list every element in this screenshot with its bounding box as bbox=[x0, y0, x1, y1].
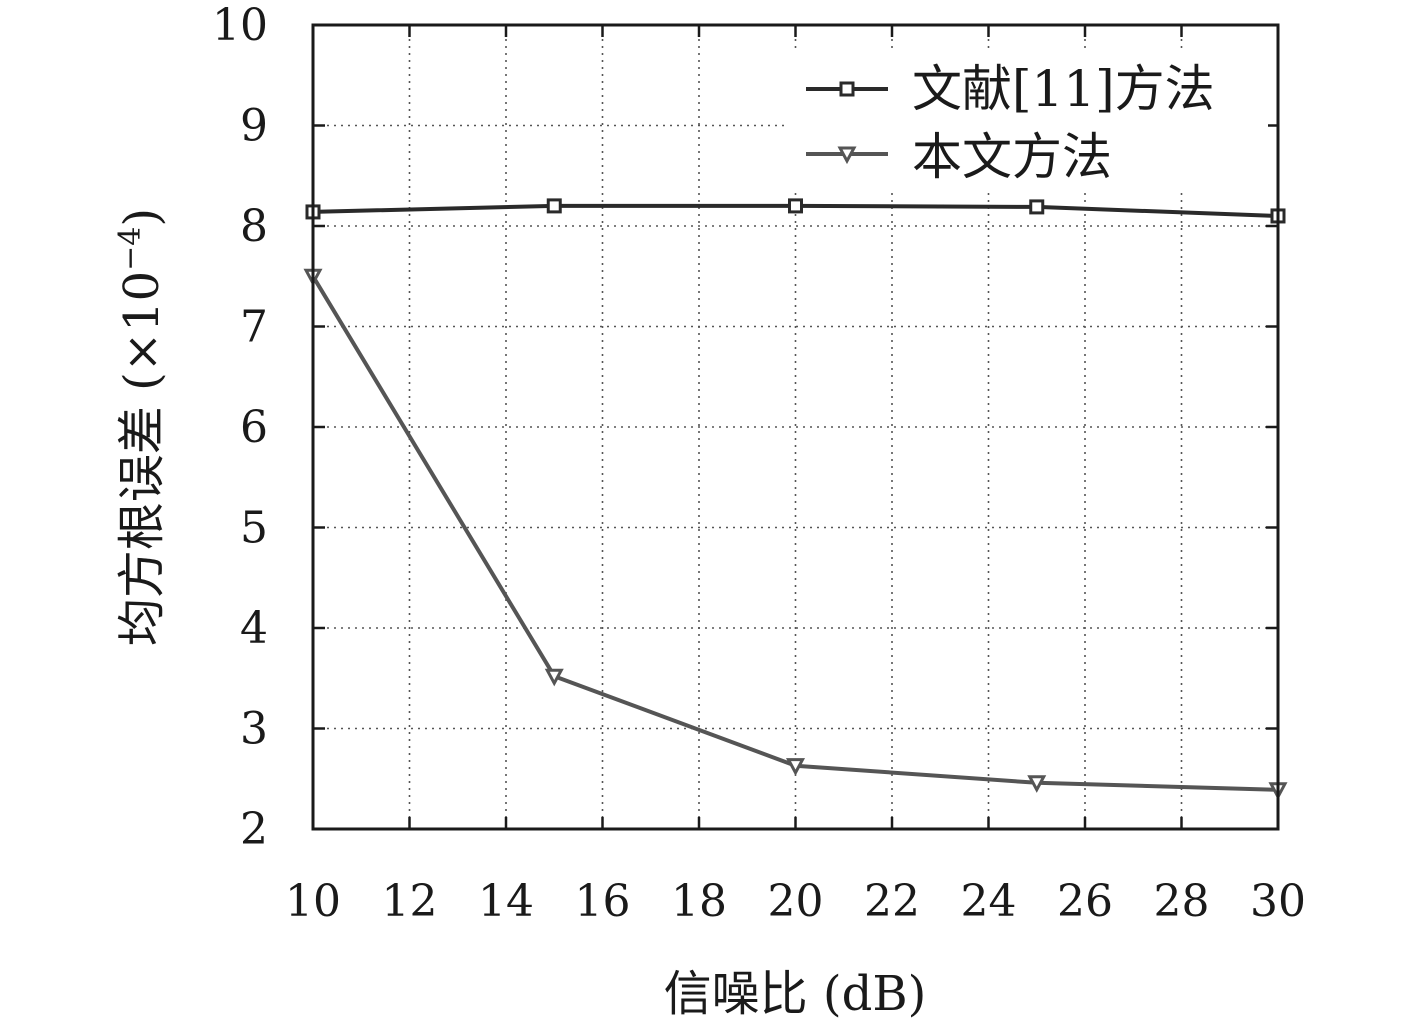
series-1-point bbox=[546, 198, 562, 214]
legend-marker-series-1 bbox=[839, 81, 855, 97]
y-tick-label: 3 bbox=[240, 704, 268, 755]
y-axis-title-text: 均方根误差 (×10 bbox=[114, 271, 170, 646]
y-axis-title-close: ) bbox=[114, 208, 170, 227]
x-tick-label: 24 bbox=[961, 876, 1017, 927]
y-tick-label: 5 bbox=[240, 503, 268, 554]
series-2-point bbox=[1027, 775, 1047, 793]
x-tick-label: 20 bbox=[768, 876, 824, 927]
x-axis-title: 信噪比 (dB) bbox=[664, 966, 927, 1022]
x-tick-label: 14 bbox=[478, 876, 534, 927]
y-tick-label: 8 bbox=[240, 201, 268, 252]
x-tick-label: 22 bbox=[864, 876, 920, 927]
x-tick-label: 30 bbox=[1250, 876, 1306, 927]
y-tick-label: 2 bbox=[240, 804, 268, 855]
y-tick-label: 7 bbox=[240, 302, 268, 353]
x-tick-label: 10 bbox=[285, 876, 341, 927]
x-tick-label: 26 bbox=[1057, 876, 1113, 927]
legend-label-series-2: 本文方法 bbox=[912, 128, 1112, 186]
x-tick-label: 16 bbox=[575, 876, 631, 927]
series-1-point bbox=[1029, 199, 1045, 215]
legend-marker-series-2 bbox=[837, 146, 857, 165]
y-tick-label: 10 bbox=[212, 0, 268, 51]
x-tick-label: 12 bbox=[382, 876, 438, 927]
legend-box bbox=[788, 50, 1268, 190]
plot-series bbox=[303, 198, 1288, 800]
legend: 文献[11]方法 本文方法 bbox=[788, 50, 1268, 190]
y-axis-title: 均方根误差 (×10−4) bbox=[113, 208, 170, 646]
y-axis-title-exponent: −4 bbox=[113, 227, 148, 271]
series-1-point bbox=[788, 198, 803, 214]
x-tick-label: 18 bbox=[671, 876, 727, 927]
series-2-point bbox=[544, 668, 564, 687]
axis-ticks bbox=[311, 23, 1280, 831]
x-tick-label: 28 bbox=[1154, 876, 1210, 927]
y-tick-labels: 2 3 4 5 6 7 8 9 10 bbox=[212, 0, 268, 855]
y-tick-label: 4 bbox=[240, 603, 268, 654]
x-tick-labels: 10 12 14 16 18 20 22 24 26 28 30 bbox=[285, 876, 1306, 927]
legend-label-series-1: 文献[11]方法 bbox=[912, 60, 1215, 118]
y-tick-label: 9 bbox=[240, 101, 268, 152]
series-2-point bbox=[785, 758, 806, 776]
y-tick-label: 6 bbox=[240, 402, 268, 453]
